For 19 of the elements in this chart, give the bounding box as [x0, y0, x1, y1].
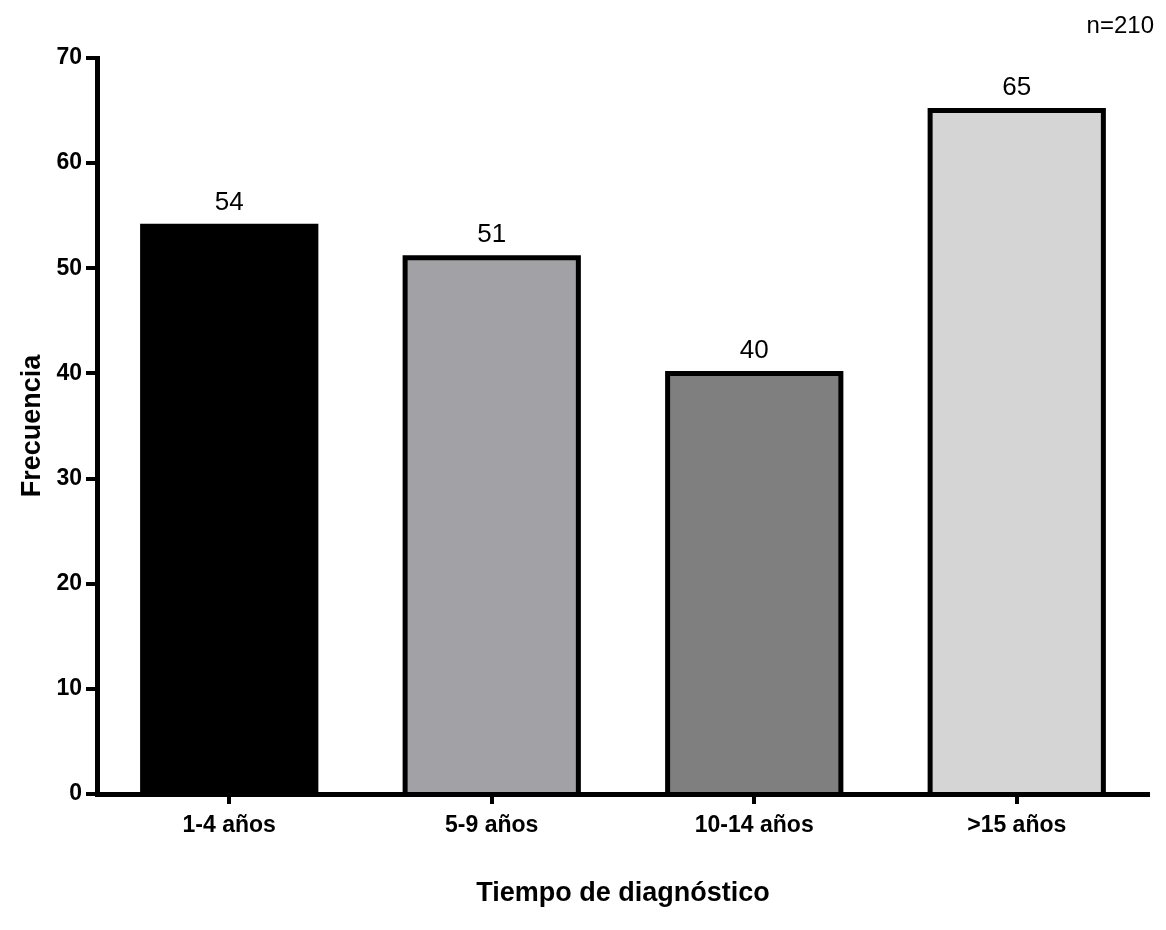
data-label: 51 — [477, 217, 507, 248]
x-tick-label: 10-14 años — [694, 811, 814, 838]
y-axis-title: Frecuencia — [15, 353, 46, 498]
y-tick-label: 20 — [56, 569, 82, 596]
x-tick-label: 5-9 años — [445, 811, 539, 838]
text: n=210 — [1086, 10, 1154, 38]
y-tick-label: 70 — [56, 43, 82, 70]
x-tick-label: >15 años — [967, 811, 1067, 838]
y-tick-label: 60 — [56, 148, 82, 175]
data-label: 54 — [214, 186, 244, 217]
y-tick-label: 50 — [56, 253, 82, 280]
y-tick-label: 40 — [56, 358, 82, 385]
data-label: 65 — [1002, 70, 1032, 101]
y-tick-label: 0 — [69, 779, 82, 806]
y-tick-label: 30 — [56, 463, 82, 490]
y-tick-label: 10 — [56, 674, 82, 701]
x-tick-label: 1-4 años — [182, 811, 276, 838]
data-label: 40 — [739, 333, 769, 364]
x-axis-title: Tiempo de diagnóstico — [476, 877, 770, 908]
